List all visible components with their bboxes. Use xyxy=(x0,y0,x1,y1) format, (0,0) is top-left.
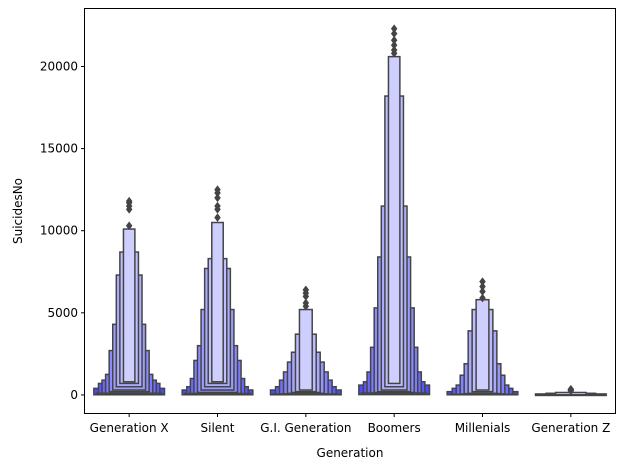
y-tick-label: 0 xyxy=(70,388,78,402)
outlier-point xyxy=(125,221,133,231)
boxen-box xyxy=(211,221,224,383)
outlier-point xyxy=(390,35,398,45)
outlier-point xyxy=(214,185,221,195)
y-axis: 0 5000 10000 15000 20000 xyxy=(40,59,85,402)
outlier-point xyxy=(390,29,398,39)
x-tick-label: Silent xyxy=(201,421,235,435)
boxen-silent xyxy=(181,185,254,396)
boxen-generation-x xyxy=(93,196,166,396)
boxen-g-i-generation xyxy=(269,285,342,396)
x-tick-label: Boomers xyxy=(368,421,421,435)
outlier-point xyxy=(302,298,310,308)
boxen-box xyxy=(387,55,401,385)
outlier-point xyxy=(125,196,133,206)
x-tick-label: Generation X xyxy=(90,421,169,435)
y-tick-label: 5000 xyxy=(47,306,78,320)
y-axis-label: SuicidesNo xyxy=(11,178,25,244)
outlier-point xyxy=(390,45,398,55)
outlier-point xyxy=(479,277,486,287)
boxen-millenials xyxy=(446,277,519,396)
x-axis: Generation X Silent G.I. Generation Boomers… xyxy=(90,413,610,435)
outlier-point xyxy=(479,287,486,296)
outlier-point xyxy=(214,193,221,203)
outlier-point xyxy=(479,282,486,291)
boxen-boomers xyxy=(358,24,431,396)
outlier-point xyxy=(479,293,486,303)
x-tick-label: Generation Z xyxy=(531,421,610,435)
x-axis-label: Generation xyxy=(317,446,384,460)
boxen-box xyxy=(122,228,136,383)
plot-area xyxy=(93,24,607,397)
boxen-box xyxy=(298,308,313,391)
outlier-point xyxy=(567,384,575,394)
y-tick-label: 15000 xyxy=(40,142,78,156)
x-tick-label: Millenials xyxy=(455,421,511,435)
y-tick-label: 20000 xyxy=(40,59,78,73)
x-tick-label: G.I. Generation xyxy=(260,421,351,435)
y-tick-label: 10000 xyxy=(40,224,78,238)
boxen-box xyxy=(475,298,490,391)
outlier-point xyxy=(390,40,398,50)
plot-frame xyxy=(84,8,616,414)
outlier-point xyxy=(390,24,398,34)
outlier-point xyxy=(302,285,310,295)
outlier-point xyxy=(214,201,221,211)
outlier-point xyxy=(214,213,221,222)
boxen-generation-z xyxy=(534,384,607,397)
